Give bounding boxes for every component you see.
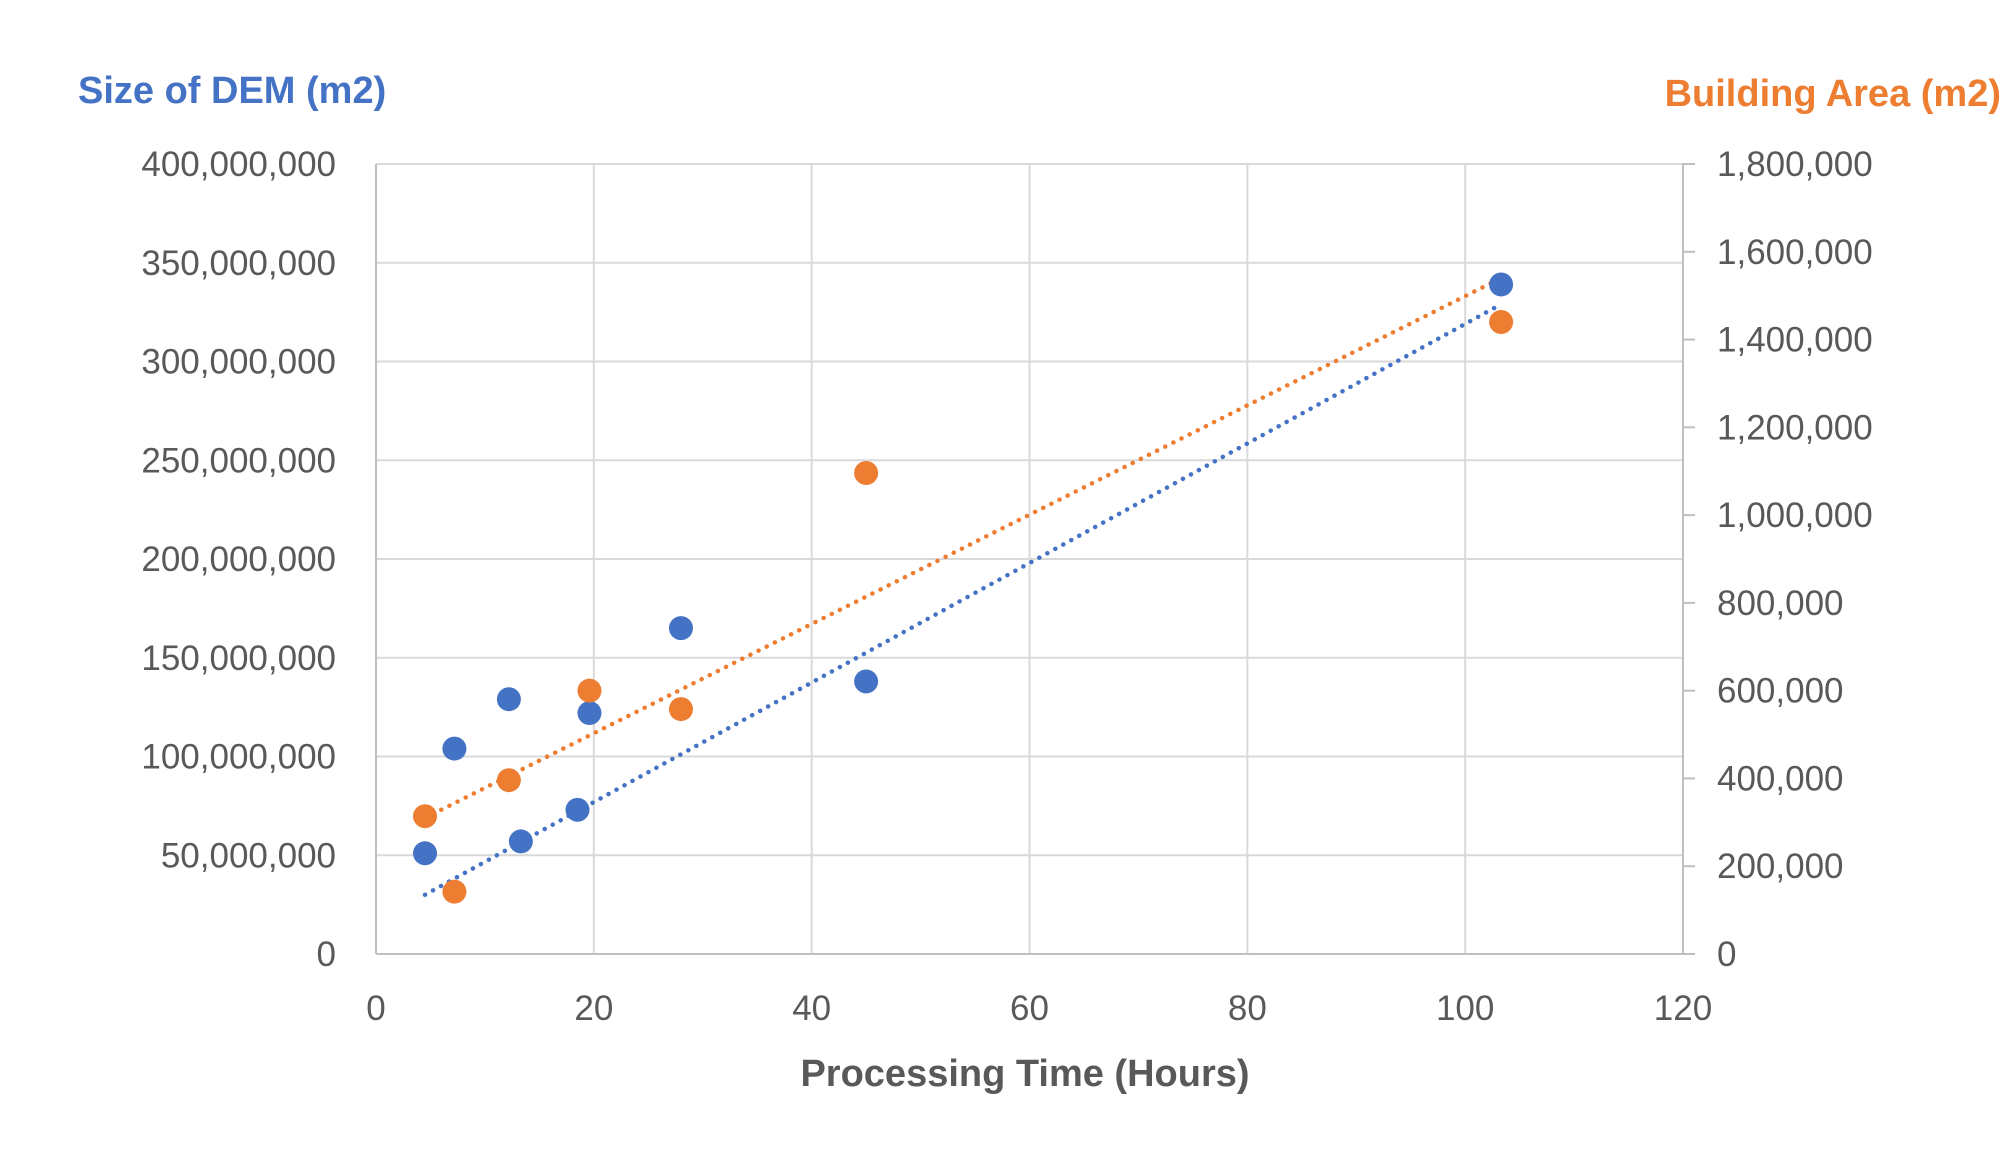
data-point-series-2 xyxy=(854,460,879,485)
data-point-series-1 xyxy=(442,736,467,761)
data-point-series-1 xyxy=(668,616,693,641)
y2-tick-label: 1,200,000 xyxy=(1717,408,1873,447)
y-tick-label: 0 xyxy=(317,935,336,974)
grid xyxy=(376,163,1684,954)
y-tick-label: 100,000,000 xyxy=(141,738,336,777)
data-point-series-2 xyxy=(1489,310,1514,334)
trendlines xyxy=(422,275,1504,897)
axes xyxy=(375,163,1695,955)
y-tick-label: 250,000,000 xyxy=(141,441,336,480)
trendline-series-2 xyxy=(422,275,1504,821)
y2-axis-title: Building Area (m2) xyxy=(1665,73,2001,115)
tick-labels: 0 50,000,000 100,000,000 150,000,000 200,000… xyxy=(141,145,1872,1028)
x-tick-label: 60 xyxy=(1010,989,1049,1028)
x-axis-title: Processing Time (Hours) xyxy=(800,1053,1249,1095)
data-point-series-1 xyxy=(565,797,590,822)
y-axis-title: Size of DEM (m2) xyxy=(78,70,386,112)
y2-tick-label: 400,000 xyxy=(1717,759,1844,798)
data-point-series-2 xyxy=(668,697,693,722)
x-tick-label: 100 xyxy=(1436,989,1494,1028)
x-tick-label: 120 xyxy=(1654,989,1712,1028)
data-point-series-1 xyxy=(496,687,521,712)
x-tick-label: 40 xyxy=(792,989,831,1028)
data-point-series-1 xyxy=(508,829,533,854)
data-point-series-2 xyxy=(496,768,521,793)
y2-tick-label: 1,800,000 xyxy=(1717,145,1873,184)
data-point-series-2 xyxy=(577,678,602,703)
y-tick-label: 400,000,000 xyxy=(141,145,336,184)
y2-tick-label: 600,000 xyxy=(1717,672,1844,711)
y-tick-label: 300,000,000 xyxy=(141,343,336,382)
x-tick-label: 0 xyxy=(366,989,385,1028)
data-point-series-1 xyxy=(854,669,879,694)
y2-tick-label: 1,000,000 xyxy=(1717,496,1873,535)
data-points xyxy=(413,272,1514,904)
x-tick-label: 80 xyxy=(1228,989,1267,1028)
y2-tick-label: 800,000 xyxy=(1717,584,1844,623)
y-tick-label: 350,000,000 xyxy=(141,244,336,283)
data-point-series-2 xyxy=(442,879,467,904)
data-point-series-2 xyxy=(413,804,438,829)
data-point-series-1 xyxy=(413,841,438,866)
y2-tick-label: 200,000 xyxy=(1717,847,1844,886)
y-tick-label: 50,000,000 xyxy=(161,836,336,875)
y2-tick-label: 1,600,000 xyxy=(1717,233,1873,272)
y2-tick-label: 0 xyxy=(1717,935,1736,974)
data-point-series-1 xyxy=(577,701,602,726)
x-tick-label: 20 xyxy=(574,989,613,1028)
y2-tick-label: 1,400,000 xyxy=(1717,321,1873,360)
y-tick-label: 200,000,000 xyxy=(141,540,336,579)
y-tick-label: 150,000,000 xyxy=(141,639,336,678)
data-point-series-1 xyxy=(1489,272,1514,297)
